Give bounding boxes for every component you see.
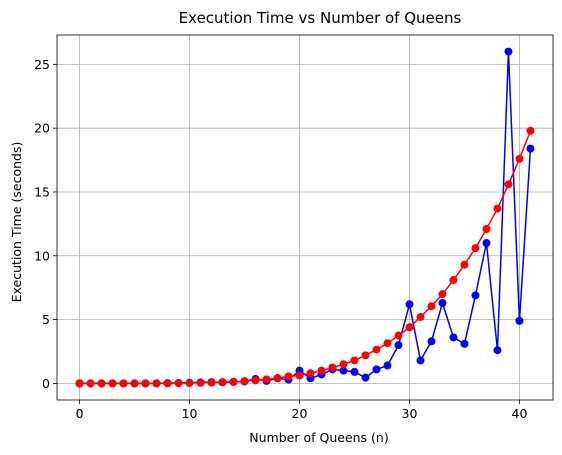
series-2-point (394, 331, 403, 340)
series-1-point (460, 339, 469, 348)
series-2-point (97, 379, 106, 388)
series-2-point (218, 378, 227, 387)
y-tick-label: 10 (34, 248, 50, 263)
series-2-point (449, 276, 458, 285)
series-2-point (526, 126, 535, 135)
series-1-point (350, 367, 359, 376)
series-2-point (229, 377, 238, 386)
series-2-point (471, 244, 480, 253)
y-tick-label: 25 (34, 57, 50, 72)
series-2-point (185, 379, 194, 388)
x-tick-label: 10 (182, 406, 198, 421)
series-2-point (163, 379, 172, 388)
series-1-point (405, 300, 414, 309)
series-1-line (79, 50, 532, 385)
series-1-point (394, 341, 403, 350)
series-2-point (108, 379, 117, 388)
series-1-point (339, 366, 348, 375)
series-2 (75, 126, 535, 388)
series-2-point (174, 379, 183, 388)
plot-frame (56, 34, 554, 401)
series-1-point (383, 361, 392, 370)
series-1-point (372, 365, 381, 374)
series-2-point (196, 378, 205, 387)
series-2-point (273, 374, 282, 383)
series-1-point (416, 356, 425, 365)
series-2-point (130, 379, 139, 388)
series-2-point (361, 351, 370, 360)
series-2-point (350, 356, 359, 365)
series-2-point (75, 379, 84, 388)
series-2-point (339, 360, 348, 369)
series-2-point (295, 371, 304, 380)
series-2-point (482, 224, 491, 233)
series-2-point (119, 379, 128, 388)
series-1-point (504, 47, 513, 56)
series-2-point (493, 204, 502, 213)
series-layer (75, 47, 535, 388)
series-2-point (372, 345, 381, 354)
series-1-point (427, 337, 436, 346)
x-tick-label: 20 (292, 406, 308, 421)
series-1-point (438, 299, 447, 308)
series-1-point (515, 316, 524, 325)
y-tick-label: 15 (34, 184, 50, 199)
series-2-point (141, 379, 150, 388)
series-2-point (405, 323, 414, 332)
y-tick-label: 5 (42, 312, 50, 327)
x-tick-label: 0 (76, 406, 84, 421)
series-1-point (493, 346, 502, 355)
series-2-point (306, 369, 315, 378)
series-2-point (284, 372, 293, 381)
series-2-point (383, 339, 392, 348)
series-2-point (262, 375, 271, 384)
series-2-point (438, 290, 447, 299)
y-tick-label: 0 (42, 376, 50, 391)
series-2-point (240, 377, 249, 386)
series-1-point (449, 333, 458, 342)
y-tick-label: 20 (34, 121, 50, 136)
y-axis-ticks: 0 5 10 15 20 25 (34, 57, 57, 391)
x-tick-label: 30 (402, 406, 418, 421)
x-tick-label: 40 (512, 406, 528, 421)
series-1-point (526, 144, 535, 153)
x-axis-ticks: 0 10 20 30 40 (76, 400, 528, 421)
series-2-point (152, 379, 161, 388)
chart-title: Execution Time vs Number of Queens (179, 9, 462, 27)
series-2-point (317, 366, 326, 375)
series-2-point (328, 363, 337, 372)
series-2-point (251, 376, 260, 385)
series-2-point (86, 379, 95, 388)
series-2-point (207, 378, 216, 387)
series-1-point (471, 291, 480, 300)
series-1-point (361, 373, 370, 382)
series-1-point (482, 239, 491, 248)
series-2-point (515, 154, 524, 163)
y-axis-label: Execution Time (seconds) (9, 142, 24, 303)
x-axis-label: Number of Queens (n) (249, 430, 388, 445)
series-2-point (460, 260, 469, 269)
series-2-point (416, 313, 425, 322)
series-2-point (427, 302, 436, 311)
grid (57, 35, 553, 400)
series-2-point (504, 180, 513, 189)
series-1 (75, 47, 535, 388)
